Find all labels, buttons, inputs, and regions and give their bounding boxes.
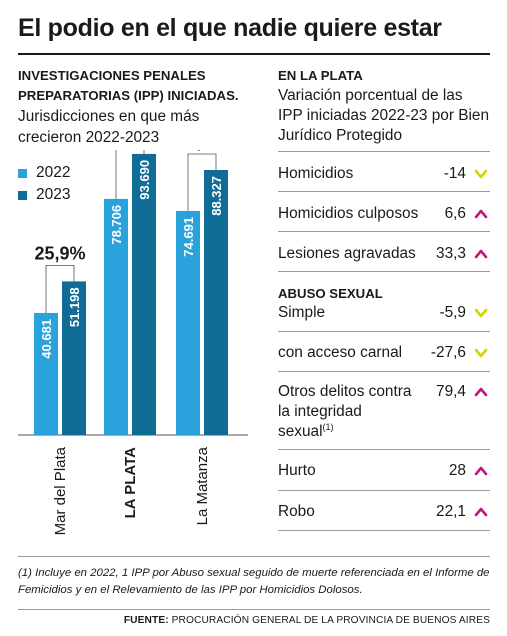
variation-value: 79,4	[436, 383, 466, 400]
page-title: El podio en el que nadie quiere estar	[18, 14, 442, 42]
bar-2022-1	[104, 198, 128, 435]
variation-label-text: Simple	[278, 304, 326, 321]
variation-label: Lesiones agravadas	[278, 244, 428, 264]
row-divider	[278, 530, 490, 531]
variation-value: 28	[448, 462, 466, 479]
bar-2023-2	[204, 170, 228, 436]
chevron-down-icon	[474, 308, 488, 318]
source-label: FUENTE:	[123, 615, 169, 626]
right-subtitle: Variación porcentual de las IPP iniciada…	[278, 87, 490, 144]
row-divider	[278, 371, 490, 372]
variation-label: Simple	[278, 303, 428, 323]
growth-bracket	[115, 150, 145, 199]
category-label: LA PLATA	[122, 447, 139, 519]
legend-label-2022: 2022	[36, 164, 71, 181]
bar-value-label: 88.327	[209, 176, 224, 216]
row-divider	[278, 271, 490, 272]
title-divider	[18, 53, 490, 55]
variation-value: 33,3	[436, 245, 466, 262]
variation-label-text: Homicidios	[278, 165, 354, 182]
variation-label: Otros delitos contra la integridad sexua…	[278, 382, 418, 442]
chevron-up-icon	[474, 507, 488, 517]
bar-value-label: 40.681	[39, 319, 54, 359]
legend-swatch-2023	[18, 190, 27, 200]
bar-chart: 40.681 51.198 25,9% Mar del Plata 78.706 93.6…	[18, 150, 248, 535]
variation-label-text: Robo	[278, 503, 315, 520]
chevron-down-icon	[474, 348, 488, 358]
growth-bracket	[45, 265, 75, 313]
bar-2022-0	[34, 312, 58, 435]
category-label: Mar del Plata	[52, 446, 69, 535]
footnote: (1) Incluye en 2022, 1 IPP por Abuso sex…	[18, 567, 490, 596]
row-divider	[278, 191, 490, 192]
variation-label-text: Lesiones agravadas	[278, 245, 416, 262]
right-heading: EN LA PLATA	[278, 68, 363, 83]
row-divider	[278, 331, 490, 332]
legend-swatch-2022	[18, 168, 27, 178]
source-divider	[18, 609, 490, 610]
growth-label: 18,3%	[176, 150, 227, 152]
section-heading: ABUSO SEXUAL	[278, 286, 383, 301]
growth-label: 25,9%	[34, 243, 85, 263]
row-divider	[278, 490, 490, 491]
bar-2023-1	[132, 153, 156, 435]
variation-value: -14	[443, 165, 466, 182]
chevron-down-icon	[474, 169, 488, 179]
variation-label: Homicidios culposos	[278, 204, 428, 224]
chevron-up-icon	[474, 387, 488, 397]
variation-value: 6,6	[444, 205, 466, 222]
source-text: PROCURACIÓN GENERAL DE LA PROVINCIA DE B…	[171, 615, 490, 626]
variation-value: -27,6	[430, 344, 466, 361]
left-heading: INVESTIGACIONES PENALES PREPARATORIAS (I…	[18, 68, 239, 103]
variation-label: con acceso carnal	[278, 343, 428, 363]
row-divider	[278, 231, 490, 232]
variation-label: Robo	[278, 502, 428, 522]
bar-value-label: 93.690	[137, 160, 152, 200]
source-line: FUENTE: PROCURACIÓN GENERAL DE LA PROVIN…	[124, 615, 490, 626]
chart-legend: 2022 2023	[18, 162, 70, 206]
variation-label-text: Hurto	[278, 462, 316, 479]
bar-value-label: 51.198	[67, 287, 82, 327]
variation-label: Hurto	[278, 461, 428, 481]
category-label: La Matanza	[194, 446, 211, 525]
growth-bracket	[187, 153, 217, 211]
variation-label-text: con acceso carnal	[278, 344, 403, 361]
variation-value: -5,9	[439, 304, 466, 321]
variation-label-text: Homicidios culposos	[278, 205, 419, 222]
bar-value-label: 74.691	[181, 217, 196, 257]
footnote-ref: (1)	[322, 421, 334, 432]
row-divider	[278, 151, 490, 152]
bar-2023-0	[62, 281, 86, 435]
chevron-up-icon	[474, 209, 488, 219]
variation-value: 22,1	[436, 503, 466, 520]
bar-2022-2	[176, 210, 200, 435]
note-divider	[18, 556, 490, 557]
bar-value-label: 78.706	[109, 205, 124, 245]
left-subtitle: Jurisdicciones en que más crecieron 2022…	[18, 108, 200, 146]
variation-label-text: Otros delitos contra la integridad sexua…	[278, 383, 412, 440]
chevron-up-icon	[474, 249, 488, 259]
chevron-up-icon	[474, 466, 488, 476]
legend-item-2022: 2022	[18, 162, 70, 184]
variation-label: Homicidios	[278, 164, 428, 184]
row-divider	[278, 449, 490, 450]
legend-label-2023: 2023	[36, 186, 71, 203]
legend-item-2023: 2023	[18, 184, 70, 206]
